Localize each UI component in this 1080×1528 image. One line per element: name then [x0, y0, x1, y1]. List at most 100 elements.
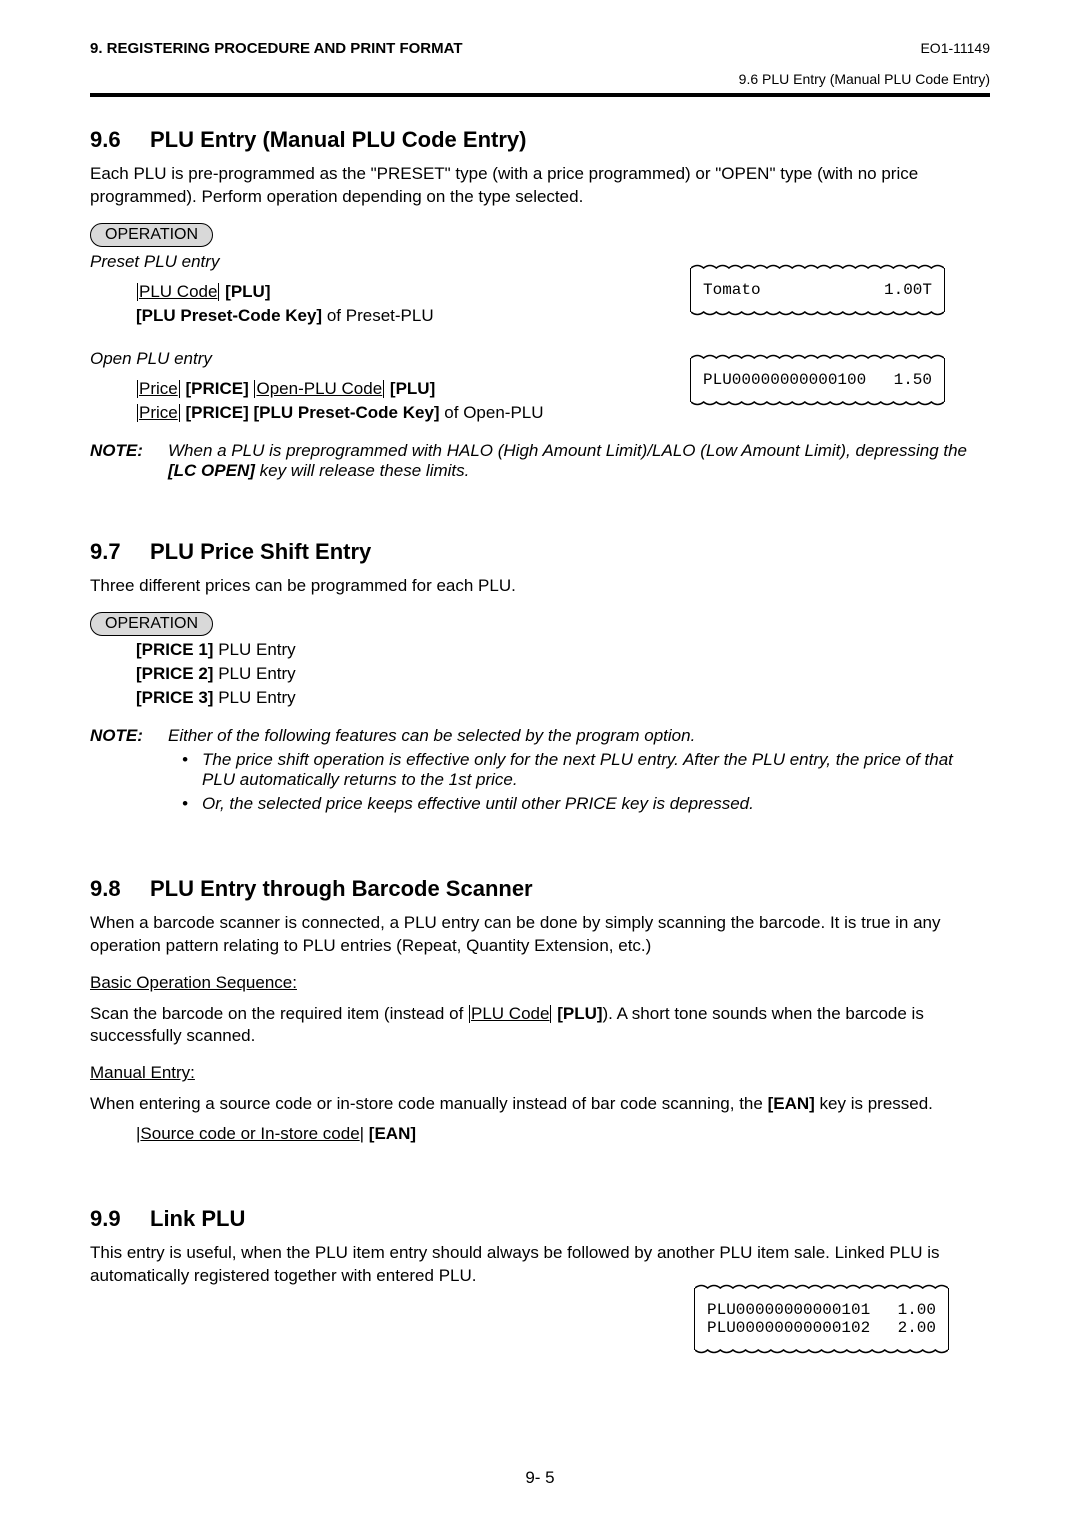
note-block: NOTE: When a PLU is preprogrammed with H… — [90, 441, 990, 481]
tail-text: PLU Entry — [213, 664, 295, 683]
pipe-icon — [179, 404, 180, 422]
wavy-edge-icon — [691, 397, 944, 407]
key-token: [PRICE 1] — [136, 640, 213, 659]
tail-text: of Preset-PLU — [322, 306, 434, 325]
key-token: [PRICE 2] — [136, 664, 213, 683]
tail-text: PLU Entry — [213, 640, 295, 659]
s98-p1: When a barcode scanner is connected, a P… — [90, 912, 990, 958]
key-token: [PLU] — [390, 379, 435, 398]
basic-body: Scan the barcode on the required item (i… — [90, 1003, 990, 1049]
note-text: key will release these limits. — [255, 461, 469, 480]
operation-pill: OPERATION — [90, 223, 213, 247]
section-9-8-title: 9.8PLU Entry through Barcode Scanner — [90, 876, 990, 902]
receipt-amount: 1.00T — [884, 281, 932, 299]
receipt-slip: PLU00000000000100 1.50 — [690, 358, 945, 402]
receipt-amount: 1.50 — [894, 371, 932, 389]
note-body: When a PLU is preprogrammed with HALO (H… — [168, 441, 990, 481]
bullet-item: The price shift operation is effective o… — [182, 750, 990, 790]
s96-intro: Each PLU is pre-programmed as the "PRESE… — [90, 163, 990, 209]
section-heading: PLU Entry through Barcode Scanner — [150, 876, 533, 901]
header-left: 9. REGISTERING PROCEDURE AND PRINT FORMA… — [90, 40, 463, 57]
receipt-amount: 1.00 — [898, 1301, 936, 1319]
section-num: 9.7 — [90, 539, 150, 565]
manual-heading: Manual Entry: — [90, 1062, 990, 1085]
input-token: PLU Code — [471, 1004, 549, 1023]
receipt-slip: Tomato 1.00T — [690, 268, 945, 312]
pipe-icon — [469, 1005, 470, 1023]
pipe-icon — [179, 380, 180, 398]
text: key is pressed. — [815, 1094, 933, 1113]
note-label: NOTE: — [90, 441, 168, 481]
syntax-line: [PRICE 3] PLU Entry — [136, 688, 990, 708]
input-token: Source code or In-store code — [140, 1124, 359, 1143]
syntax-line: |Source code or In-store code| [EAN] — [136, 1124, 990, 1144]
pipe-icon — [137, 380, 138, 398]
receipt-item: PLU00000000000101 — [707, 1301, 870, 1319]
input-token: Price — [139, 403, 178, 422]
pipe-icon — [137, 404, 138, 422]
text: Scan the barcode on the required item (i… — [90, 1004, 468, 1023]
section-num: 9.8 — [90, 876, 150, 902]
basic-heading: Basic Operation Sequence: — [90, 972, 990, 995]
receipt-row: Tomato 1.00T — [703, 281, 932, 299]
receipt-item: PLU00000000000100 — [703, 371, 866, 389]
key-token: [EAN] — [768, 1094, 815, 1113]
tail-text: of Open-PLU — [440, 403, 544, 422]
key-token: [PRICE] [PLU Preset-Code Key] — [185, 403, 439, 422]
key-token: [EAN] — [369, 1124, 416, 1143]
section-9-7-title: 9.7PLU Price Shift Entry — [90, 539, 990, 565]
wavy-edge-icon — [695, 1283, 948, 1293]
wavy-edge-icon — [691, 307, 944, 317]
note-bullets: The price shift operation is effective o… — [182, 750, 990, 814]
manual-heading-text: Manual Entry: — [90, 1063, 195, 1082]
manual-body: When entering a source code or in-store … — [90, 1093, 990, 1116]
header-right: EO1-11149 — [920, 40, 990, 56]
receipt-amount: 2.00 — [898, 1319, 936, 1337]
section-num: 9.6 — [90, 127, 150, 153]
wavy-edge-icon — [691, 353, 944, 363]
key-token: [LC OPEN] — [168, 461, 255, 480]
pipe-icon — [550, 1005, 551, 1023]
tail-text: PLU Entry — [213, 688, 295, 707]
note-text: Either of the following features can be … — [168, 726, 695, 745]
section-num: 9.9 — [90, 1206, 150, 1232]
receipt-row: PLU00000000000101 1.00 — [707, 1301, 936, 1319]
note-text: When a PLU is preprogrammed with HALO (H… — [168, 441, 967, 460]
wavy-edge-icon — [691, 263, 944, 273]
wavy-edge-icon — [695, 1345, 948, 1355]
header-rule — [90, 93, 990, 97]
section-9-9-title: 9.9Link PLU — [90, 1206, 990, 1232]
page-number: 9- 5 — [0, 1468, 1080, 1488]
key-token: [PLU Preset-Code Key] — [136, 306, 322, 325]
operation-pill: OPERATION — [90, 612, 213, 636]
key-token: [PRICE 3] — [136, 688, 213, 707]
receipt-slip: PLU00000000000101 1.00 PLU00000000000102 2.… — [694, 1288, 949, 1350]
receipt-item: Tomato — [703, 281, 761, 299]
key-token: [PLU] — [557, 1004, 602, 1023]
receipt-row: PLU00000000000102 2.00 — [707, 1319, 936, 1337]
page-header: 9. REGISTERING PROCEDURE AND PRINT FORMA… — [90, 40, 990, 57]
syntax-line: [PRICE 1] PLU Entry — [136, 640, 990, 660]
header-sub: 9.6 PLU Entry (Manual PLU Code Entry) — [90, 71, 990, 87]
pipe-icon — [137, 283, 138, 301]
section-9-6-title: 9.6PLU Entry (Manual PLU Code Entry) — [90, 127, 990, 153]
s99-p1: This entry is useful, when the PLU item … — [90, 1242, 990, 1288]
pipe-icon — [218, 283, 219, 301]
section-heading: PLU Price Shift Entry — [150, 539, 371, 564]
note-body: Either of the following features can be … — [168, 726, 990, 818]
pipe-icon — [383, 380, 384, 398]
note-label: NOTE: — [90, 726, 168, 818]
section-heading: PLU Entry (Manual PLU Code Entry) — [150, 127, 526, 152]
note-block: NOTE: Either of the following features c… — [90, 726, 990, 818]
basic-heading-text: Basic Operation Sequence: — [90, 973, 297, 992]
input-token: Open-PLU Code — [256, 379, 382, 398]
input-token: PLU Code — [139, 282, 217, 301]
input-token: Price — [139, 379, 178, 398]
receipt-item: PLU00000000000102 — [707, 1319, 870, 1337]
key-token: [PRICE] — [185, 379, 248, 398]
s97-intro: Three different prices can be programmed… — [90, 575, 990, 598]
syntax-line: [PRICE 2] PLU Entry — [136, 664, 990, 684]
text: When entering a source code or in-store … — [90, 1094, 768, 1113]
key-token: [PLU] — [225, 282, 270, 301]
bullet-item: Or, the selected price keeps effective u… — [182, 794, 990, 814]
